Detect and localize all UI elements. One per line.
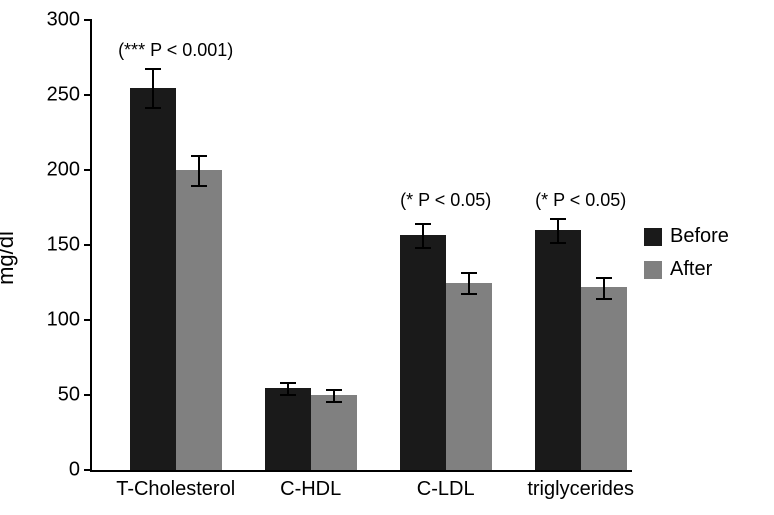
error-cap — [415, 247, 431, 249]
bar-before — [265, 388, 311, 471]
y-tick-mark — [84, 319, 92, 321]
legend: Before After — [644, 225, 729, 291]
significance-label: (*** P < 0.001) — [118, 40, 233, 61]
y-tick-label: 150 — [47, 234, 80, 257]
error-cap — [280, 394, 296, 396]
y-tick-mark — [84, 244, 92, 246]
y-tick-mark — [84, 94, 92, 96]
y-tick-label: 200 — [47, 159, 80, 182]
bar-before — [400, 235, 446, 471]
bar-after — [176, 170, 222, 470]
error-cap — [461, 272, 477, 274]
y-tick-label: 300 — [47, 9, 80, 32]
error-cap — [280, 382, 296, 384]
y-tick-mark — [84, 469, 92, 471]
error-bar — [603, 277, 605, 298]
y-tick-mark — [84, 394, 92, 396]
bar-before — [535, 230, 581, 470]
y-tick-label: 250 — [47, 84, 80, 107]
x-category-label: C-HDL — [280, 478, 341, 501]
error-cap — [191, 185, 207, 187]
error-cap — [550, 242, 566, 244]
y-tick-label: 50 — [58, 384, 80, 407]
error-cap — [415, 223, 431, 225]
legend-label-before: Before — [670, 225, 729, 248]
y-axis-label: mg/dl — [0, 231, 19, 285]
legend-item-after: After — [644, 258, 729, 281]
error-bar — [198, 155, 200, 185]
y-tick-mark — [84, 169, 92, 171]
legend-item-before: Before — [644, 225, 729, 248]
x-category-label: C-LDL — [417, 478, 475, 501]
legend-swatch-after — [644, 261, 662, 279]
error-bar — [468, 272, 470, 293]
y-tick-label: 100 — [47, 309, 80, 332]
error-cap — [191, 155, 207, 157]
error-cap — [326, 401, 342, 403]
legend-swatch-before — [644, 228, 662, 246]
plot-area: 050100150200250300T-Cholesterol(*** P < … — [90, 20, 632, 472]
x-category-label: T-Cholesterol — [116, 478, 235, 501]
error-cap — [145, 107, 161, 109]
y-tick-label: 0 — [69, 459, 80, 482]
y-tick-mark — [84, 19, 92, 21]
significance-label: (* P < 0.05) — [400, 190, 491, 211]
legend-label-after: After — [670, 258, 712, 281]
error-bar — [557, 218, 559, 242]
error-cap — [326, 389, 342, 391]
bar-after — [311, 395, 357, 470]
error-bar — [152, 68, 154, 107]
x-category-label: triglycerides — [527, 478, 634, 501]
error-cap — [145, 68, 161, 70]
error-cap — [461, 293, 477, 295]
chart-container: mg/dl 050100150200250300T-Cholesterol(**… — [0, 0, 774, 515]
significance-label: (* P < 0.05) — [535, 190, 626, 211]
error-bar — [422, 223, 424, 247]
bar-after — [446, 283, 492, 471]
bar-after — [581, 287, 627, 470]
error-cap — [596, 277, 612, 279]
bar-before — [130, 88, 176, 471]
error-cap — [596, 298, 612, 300]
error-cap — [550, 218, 566, 220]
